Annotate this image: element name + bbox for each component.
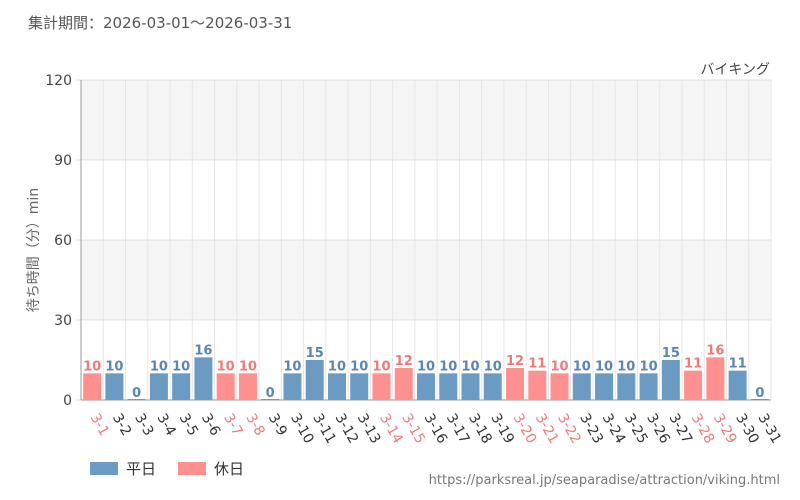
value-label-3-21: 11 xyxy=(528,357,546,372)
bar-3-14 xyxy=(372,373,391,400)
bar-3-20 xyxy=(506,368,525,400)
bar-3-3 xyxy=(127,399,146,400)
bar-3-9 xyxy=(261,399,280,400)
value-label-3-19: 10 xyxy=(484,359,502,374)
bar-3-10 xyxy=(283,373,302,400)
legend-weekday: 平日 xyxy=(90,458,156,479)
x-tick-label-3-31: 3-31 xyxy=(754,411,784,447)
value-label-3-5: 10 xyxy=(172,359,190,374)
x-tick-label-3-6: 3-6 xyxy=(198,411,223,439)
bar-3-22 xyxy=(550,373,569,400)
bar-3-11 xyxy=(305,360,324,400)
bar-3-13 xyxy=(350,373,369,400)
bar-3-12 xyxy=(327,373,346,400)
value-label-3-2: 10 xyxy=(105,359,123,374)
y-tick-label: 120 xyxy=(45,73,72,89)
bar-3-15 xyxy=(394,368,413,400)
bar-3-29 xyxy=(706,357,725,400)
period-label: 集計期間：2026-03-01～2026-03-31 xyxy=(28,14,293,32)
x-tick-label-3-1: 3-1 xyxy=(87,411,112,439)
value-label-3-6: 16 xyxy=(194,343,212,358)
value-label-3-9: 0 xyxy=(266,386,275,401)
bar-3-2 xyxy=(105,373,124,400)
x-tick-label-3-4: 3-4 xyxy=(153,411,178,439)
value-label-3-15: 12 xyxy=(395,354,413,369)
legend: 平日 休日 xyxy=(90,458,266,479)
y-tick-label: 90 xyxy=(54,153,72,169)
value-label-3-10: 10 xyxy=(283,359,301,374)
value-label-3-11: 15 xyxy=(306,346,324,361)
legend-holiday-swatch xyxy=(178,462,207,475)
value-label-3-22: 10 xyxy=(551,359,569,374)
wait-time-chart: 0306090120バイキング待ち時間（分）min103-1103-203-31… xyxy=(26,62,784,447)
value-label-3-23: 10 xyxy=(573,359,591,374)
plot-band xyxy=(81,80,771,160)
x-tick-label-3-3: 3-3 xyxy=(131,411,156,439)
value-label-3-16: 10 xyxy=(417,359,435,374)
x-tick-label-3-8: 3-8 xyxy=(242,411,267,439)
bar-3-1 xyxy=(83,373,102,400)
y-tick-label: 30 xyxy=(54,313,72,329)
value-label-3-26: 10 xyxy=(640,359,658,374)
value-label-3-27: 15 xyxy=(662,346,680,361)
bar-3-16 xyxy=(417,373,435,400)
bar-3-18 xyxy=(461,373,480,400)
value-label-3-12: 10 xyxy=(328,359,346,374)
value-label-3-14: 10 xyxy=(372,359,390,374)
value-label-3-8: 10 xyxy=(239,359,257,374)
bar-3-21 xyxy=(528,370,547,400)
value-label-3-17: 10 xyxy=(439,359,457,374)
value-label-3-13: 10 xyxy=(350,359,368,374)
bar-3-26 xyxy=(639,373,658,400)
legend-weekday-label: 平日 xyxy=(126,460,157,478)
legend-holiday: 休日 xyxy=(178,458,244,479)
value-label-3-18: 10 xyxy=(461,359,479,374)
bar-3-25 xyxy=(617,373,636,400)
x-tick-label-3-7: 3-7 xyxy=(220,411,245,439)
bar-3-30 xyxy=(728,370,747,400)
y-axis-label: 待ち時間（分）min xyxy=(26,188,42,312)
value-label-3-30: 11 xyxy=(729,357,747,372)
bar-3-7 xyxy=(216,373,235,400)
value-label-3-28: 11 xyxy=(684,357,702,372)
bar-3-24 xyxy=(595,373,614,400)
bar-3-19 xyxy=(483,373,502,400)
bar-3-4 xyxy=(149,373,168,400)
bar-3-17 xyxy=(439,373,458,400)
y-tick-label: 0 xyxy=(63,393,72,409)
source-url[interactable]: https://parksreal.jp/seaparadise/attract… xyxy=(428,473,780,488)
chart-title: バイキング xyxy=(700,62,770,78)
value-label-3-3: 0 xyxy=(132,386,141,401)
value-label-3-31: 0 xyxy=(755,386,764,401)
y-tick-label: 60 xyxy=(54,233,72,249)
plot-band xyxy=(81,160,771,240)
x-tick-label-3-9: 3-9 xyxy=(265,411,290,439)
value-label-3-1: 10 xyxy=(83,359,101,374)
value-label-3-7: 10 xyxy=(217,359,235,374)
bar-3-27 xyxy=(661,360,680,400)
x-tick-label-3-2: 3-2 xyxy=(109,411,134,439)
plot-band xyxy=(81,240,771,320)
legend-holiday-label: 休日 xyxy=(214,460,245,478)
value-label-3-29: 16 xyxy=(706,343,724,358)
value-label-3-24: 10 xyxy=(595,359,613,374)
bar-3-8 xyxy=(238,373,257,400)
bar-3-6 xyxy=(194,357,213,400)
bar-3-28 xyxy=(684,370,703,400)
value-label-3-20: 12 xyxy=(506,354,524,369)
bar-3-5 xyxy=(172,373,191,400)
value-label-3-4: 10 xyxy=(150,359,168,374)
bar-3-31 xyxy=(750,399,769,400)
value-label-3-25: 10 xyxy=(617,359,635,374)
x-tick-label-3-5: 3-5 xyxy=(176,411,201,439)
legend-weekday-swatch xyxy=(90,462,118,475)
bar-3-23 xyxy=(572,373,591,400)
